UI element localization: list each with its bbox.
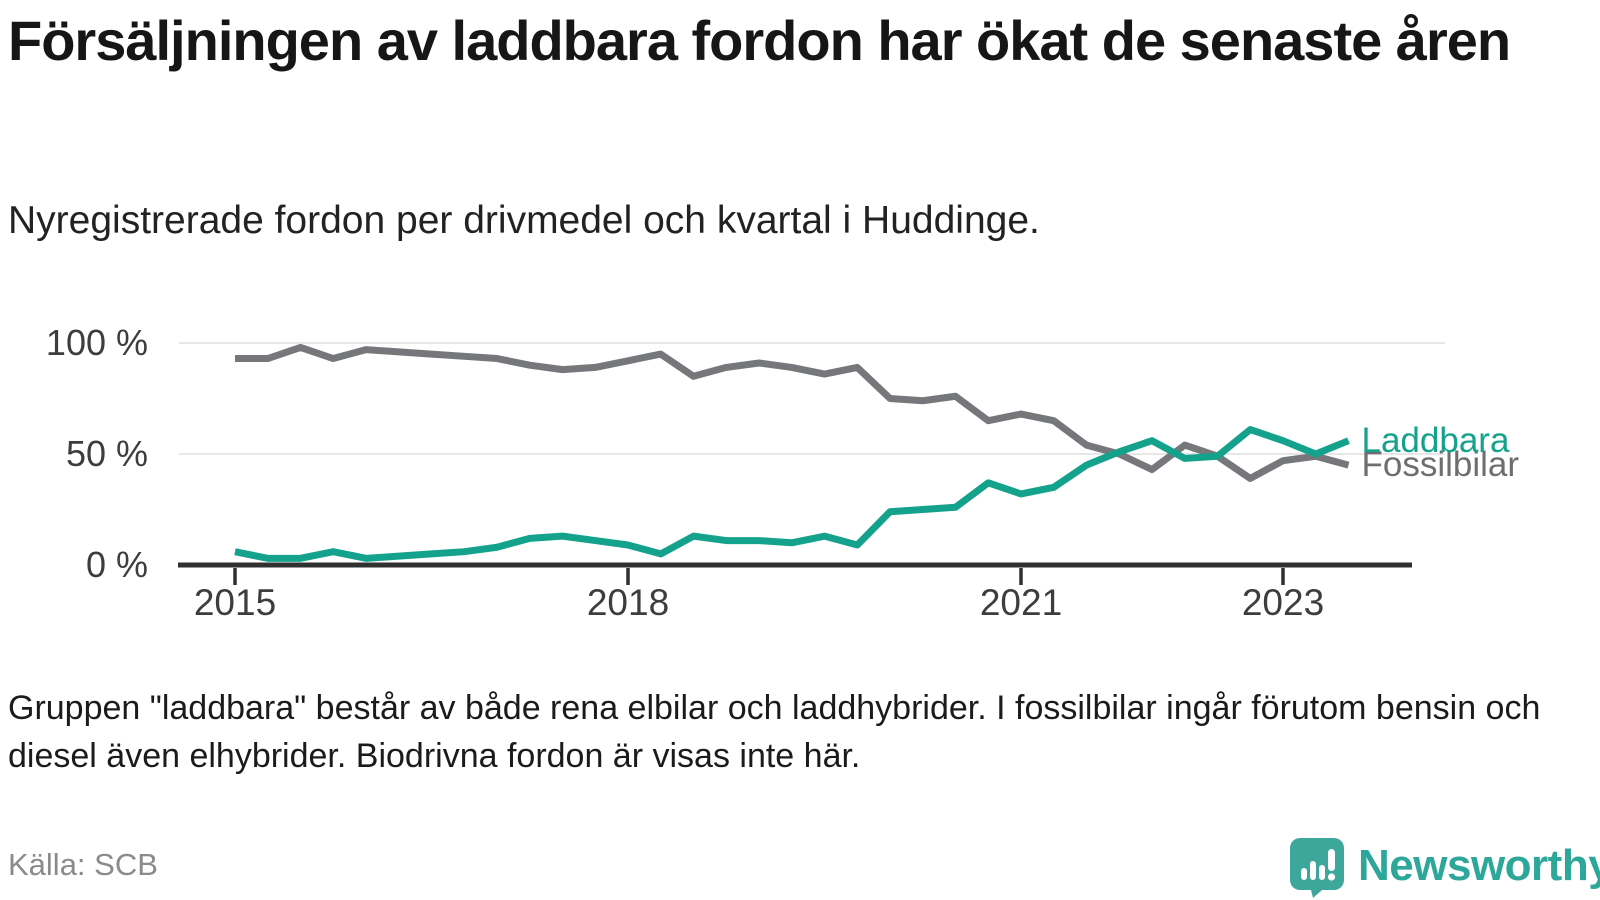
y-tick-label: 0 % [85, 544, 148, 585]
series-label-laddbara: Laddbara [1361, 420, 1510, 460]
source-label: Källa: SCB [8, 847, 158, 882]
x-tick-label: 2021 [979, 582, 1063, 623]
series-label-fossilbilar: Fossilbilar [1361, 445, 1520, 485]
chart-subtitle: Nyregistrerade fordon per drivmedel och … [8, 199, 1040, 242]
y-tick-label: 50 % [65, 433, 148, 474]
brand-name: Newsworthy [1358, 841, 1600, 890]
series-line-laddbara [234, 426, 1350, 562]
y-tick-label: 100 % [45, 322, 148, 363]
series-line-fossilbilar [235, 343, 1350, 482]
newsworthy-chart-bubble-icon [1290, 838, 1344, 898]
x-tick-label: 2018 [586, 582, 670, 623]
page-title: Försäljningen av laddbara fordon har öka… [8, 9, 1511, 72]
chart-footnote: Gruppen "laddbara" består av både rena e… [8, 689, 1541, 775]
newsworthy-branding: Newsworthy [1290, 838, 1600, 898]
x-tick-label: 2015 [193, 582, 277, 623]
x-tick-label: 2023 [1241, 582, 1325, 623]
